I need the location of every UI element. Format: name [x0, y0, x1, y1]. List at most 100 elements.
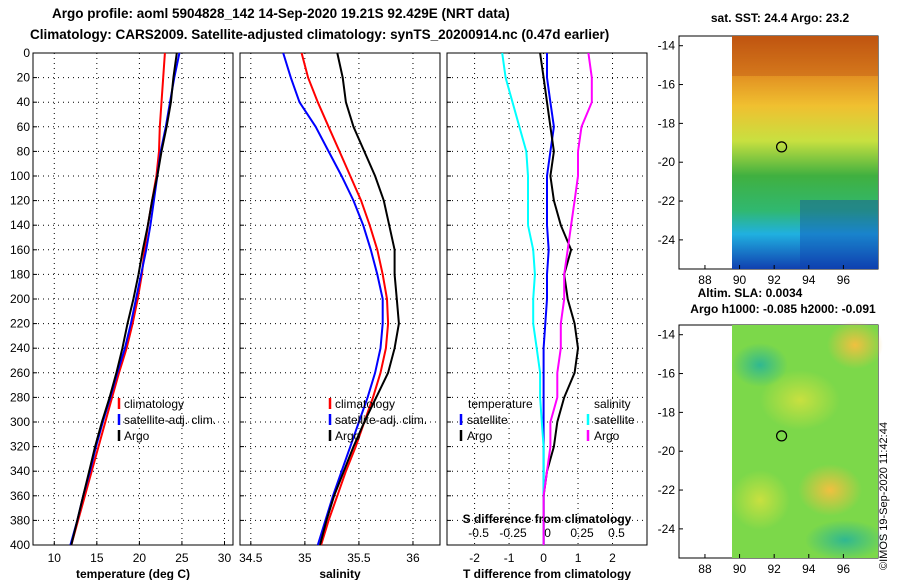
temperature-series-argo — [70, 52, 178, 546]
diff-xtick-label: -1 — [504, 551, 515, 565]
temperature-xtick-label: 15 — [90, 551, 104, 565]
temperature-ytick-label: 160 — [10, 243, 30, 257]
sla-map-ytick-label: -14 — [658, 328, 676, 342]
temperature-ytick-label: 320 — [10, 440, 30, 454]
salinity-legend-label: Argo — [335, 429, 361, 443]
salinity-panel: 34.5 35 35.5 36 salinity climatology satellite… — [239, 52, 441, 580]
temperature-ytick-label: 140 — [10, 218, 30, 232]
diff-series-t-argo — [539, 52, 580, 545]
diff-s-tick-label: -0.25 — [499, 526, 527, 540]
diff-legend-s-title: salinity — [594, 397, 631, 411]
sla-map-xtick-label: 94 — [802, 562, 816, 576]
sla-map-xtick-label: 92 — [767, 562, 781, 576]
page-title-line2: Climatology: CARS2009. Satellite-adjuste… — [30, 27, 610, 42]
temperature-legend-label: satellite-adj. clim. — [124, 413, 216, 427]
salinity-series-argo — [319, 52, 400, 546]
diff-xlabel: T difference from climatology — [463, 567, 631, 580]
temperature-ytick-label: 360 — [10, 489, 30, 503]
sst-map-xtick-label: 92 — [767, 273, 781, 287]
temperature-legend-label: Argo — [124, 429, 150, 443]
temperature-ytick-label: 60 — [17, 120, 31, 134]
temperature-panel: 10 15 20 25 30020406080100120140160180200220… — [10, 46, 234, 580]
temperature-ytick-label: 340 — [10, 464, 30, 478]
sst-map-title: sat. SST: 24.4 Argo: 23.2 — [711, 11, 850, 25]
sla-map-float-marker — [775, 430, 788, 442]
sst-map-float-marker — [775, 141, 788, 153]
sla-map-xtick-label: 88 — [698, 562, 712, 576]
salinity-series-satellite-adj-clim- — [282, 52, 384, 546]
diff-xtick-label: 1 — [575, 551, 582, 565]
temperature-ytick-label: 300 — [10, 415, 30, 429]
sla-map-ytick-label: -24 — [658, 522, 676, 536]
sla-high-patch-2 — [798, 464, 862, 516]
salinity-legend-label: climatology — [335, 397, 395, 411]
sst-map-ytick-label: -20 — [658, 155, 676, 169]
diff-legend-label: satellite — [594, 413, 635, 427]
diff-legend-t-title: temperature — [468, 397, 533, 411]
sla-map-subtitle: Argo h1000: -0.085 h2000: -0.091 — [690, 302, 876, 316]
sst-map-xtick-label: 88 — [698, 273, 712, 287]
page-title-line1: Argo profile: aoml 5904828_142 14-Sep-20… — [52, 6, 510, 21]
sla-low-patch-2 — [805, 520, 885, 560]
sla-map-title: Altim. SLA: 0.0034 — [698, 286, 803, 300]
temperature-xtick-label: 20 — [133, 551, 147, 565]
temperature-ytick-label: 380 — [10, 513, 30, 527]
sst-field — [732, 36, 878, 269]
diff-s-xlabel: S difference from climatology — [463, 512, 632, 526]
sla-mid-patch — [760, 370, 840, 430]
sst-warm-band — [732, 36, 878, 76]
sla-map-ytick-label: -22 — [658, 483, 676, 497]
temperature-ytick-label: 80 — [17, 144, 31, 158]
sla-low-patch — [732, 343, 788, 387]
temperature-ytick-label: 20 — [17, 71, 31, 85]
sla-map-xtick-label: 96 — [837, 562, 851, 576]
sla-high-patch — [827, 321, 883, 369]
salinity-xlabel: salinity — [319, 567, 361, 580]
difference-panel: -2 -0.5 -1 -0.25 0 0 1 0.25 2 0.5S difference fro… — [446, 52, 648, 580]
temperature-xtick-label: 25 — [175, 551, 189, 565]
salinity-xtick-label: 35.5 — [347, 551, 371, 565]
temperature-ytick-label: 280 — [10, 390, 30, 404]
temperature-xtick-label: 10 — [48, 551, 62, 565]
temperature-ytick-label: 120 — [10, 194, 30, 208]
sst-map: 88 90 92 94 96 -14 -16 -18 -20 -22 -24 sat. SST: 24… — [658, 11, 879, 287]
diff-s-tick-label: -0.5 — [468, 526, 489, 540]
temperature-ytick-label: 40 — [17, 95, 31, 109]
temperature-ytick-label: 180 — [10, 267, 30, 281]
sst-map-ytick-label: -22 — [658, 194, 676, 208]
temperature-series-climatology — [70, 52, 166, 546]
temperature-ytick-label: 260 — [10, 366, 30, 380]
temperature-legend-label: climatology — [124, 397, 184, 411]
diff-legend-label: Argo — [594, 429, 620, 443]
diff-series-s-argo — [542, 52, 593, 545]
temperature-ytick-label: 240 — [10, 341, 30, 355]
sla-map: 88 90 92 94 96 -14 -16 -18 -20 -22 -24 Altim. SLA: … — [658, 286, 885, 576]
salinity-xtick-label: 34.5 — [239, 551, 263, 565]
sst-map-xtick-label: 96 — [837, 273, 851, 287]
salinity-legend-label: satellite-adj. clim. — [335, 413, 427, 427]
sst-map-ytick-label: -24 — [658, 233, 676, 247]
temperature-ytick-label: 400 — [10, 538, 30, 552]
salinity-series-climatology — [300, 52, 390, 546]
diff-s-tick-label: 0 — [544, 526, 551, 540]
sst-map-ytick-label: -16 — [658, 78, 676, 92]
diff-xtick-label: 2 — [609, 551, 616, 565]
diff-xtick-label: 0 — [540, 551, 547, 565]
temperature-xtick-label: 30 — [218, 551, 232, 565]
sla-map-ytick-label: -20 — [658, 444, 676, 458]
diff-legend-label: satellite — [467, 413, 508, 427]
sst-map-xtick-label: 94 — [802, 273, 816, 287]
temperature-ytick-label: 0 — [23, 46, 30, 60]
sla-map-xtick-label: 90 — [733, 562, 747, 576]
salinity-xtick-label: 36 — [406, 551, 420, 565]
sst-map-xtick-label: 90 — [733, 273, 747, 287]
diff-xtick-label: -2 — [469, 551, 480, 565]
sst-cool-band — [800, 200, 878, 269]
diff-legend-label: Argo — [467, 429, 493, 443]
temperature-ytick-label: 100 — [10, 169, 30, 183]
diff-s-tick-label: 0.5 — [608, 526, 625, 540]
temperature-xlabel: temperature (deg C) — [76, 567, 190, 580]
diff-s-tick-label: 0.25 — [570, 526, 594, 540]
temperature-ytick-label: 220 — [10, 317, 30, 331]
